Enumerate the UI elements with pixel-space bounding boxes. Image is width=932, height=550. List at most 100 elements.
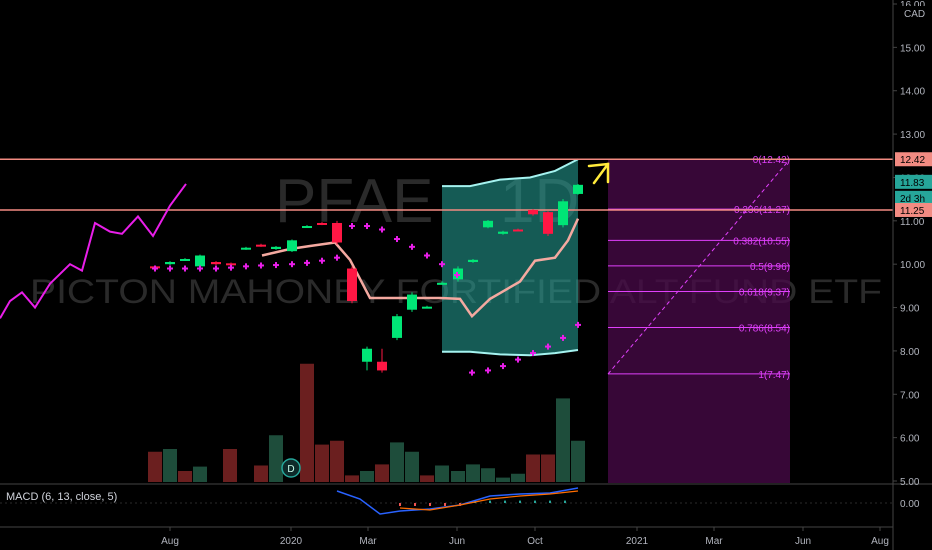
volume-bar xyxy=(556,398,570,482)
candle-body[interactable] xyxy=(317,222,327,225)
volume-bar xyxy=(269,435,283,482)
fib-level-label: 0.786(8.54) xyxy=(739,323,790,334)
projection-box[interactable] xyxy=(442,159,578,356)
sar-point xyxy=(213,265,219,272)
sar-point xyxy=(439,261,445,268)
sar-point xyxy=(152,265,158,272)
sar-point xyxy=(379,226,385,233)
sar-point xyxy=(197,265,203,272)
candle-body[interactable] xyxy=(468,259,478,263)
candle-body[interactable] xyxy=(513,229,523,232)
sar-point xyxy=(243,263,249,270)
volume-bar xyxy=(148,451,162,482)
candle-body[interactable] xyxy=(287,240,297,252)
candle-body[interactable] xyxy=(302,226,312,229)
price-tag-bg xyxy=(895,202,932,217)
volume-bar xyxy=(300,363,314,482)
candle-body[interactable] xyxy=(347,268,357,302)
sar-point xyxy=(545,343,551,350)
yellow-arrow-icon xyxy=(587,162,610,185)
volume-bar xyxy=(511,473,525,482)
candle-body[interactable] xyxy=(437,282,447,285)
price-tag-bg xyxy=(895,190,932,205)
candle-body[interactable] xyxy=(377,361,387,371)
macd-signal-line xyxy=(399,490,579,511)
sar-point xyxy=(319,257,325,264)
sar-point xyxy=(409,243,415,250)
candle-body[interactable] xyxy=(558,201,568,226)
fib-level-label: 0.5(9.96) xyxy=(750,262,790,273)
candle-body[interactable] xyxy=(573,184,583,194)
time-axis-tick: 2020 xyxy=(280,536,303,547)
sar-point xyxy=(454,272,460,279)
time-axis-tick: Mar xyxy=(359,536,377,547)
volume-bar xyxy=(360,471,374,482)
price-tag-bg xyxy=(895,174,932,189)
sar-point xyxy=(304,259,310,266)
fib-zone[interactable] xyxy=(608,159,790,483)
candle-body[interactable] xyxy=(165,262,175,265)
volume-bar xyxy=(315,444,329,482)
candle-body[interactable] xyxy=(256,244,266,247)
fib-level-label: 1(7.47) xyxy=(758,370,790,381)
candle-body[interactable] xyxy=(195,255,205,267)
candle-body[interactable] xyxy=(422,306,432,309)
candle-body[interactable] xyxy=(241,247,251,250)
time-axis-tick: Jun xyxy=(449,536,465,547)
candle-body[interactable] xyxy=(483,220,493,228)
watermark-symbol: PFAE xyxy=(275,167,434,236)
sar-point xyxy=(515,356,521,363)
price-axis-tick: 13.00 xyxy=(900,130,925,141)
volume-bar xyxy=(345,475,359,482)
time-axis-tick: Mar xyxy=(705,536,723,547)
earnings-marker-label: D xyxy=(287,464,294,475)
price-line xyxy=(0,183,187,319)
candle-body[interactable] xyxy=(407,294,417,310)
candle-body[interactable] xyxy=(392,316,402,338)
currency-badge: CAD xyxy=(904,9,925,20)
macd-scale-label: 0.00 xyxy=(900,499,920,510)
price-axis-tick: 16.00 xyxy=(900,0,925,11)
time-axis-tick: Jun xyxy=(795,536,811,547)
volume-bar xyxy=(420,475,434,482)
sar-point xyxy=(424,252,430,259)
volume-bar xyxy=(178,471,192,482)
sar-point xyxy=(273,262,279,269)
sar-point xyxy=(349,223,355,230)
volume-bar xyxy=(254,465,268,482)
volume-bar xyxy=(405,451,419,482)
projection-box-bottom xyxy=(442,349,579,357)
sar-point xyxy=(485,367,491,374)
candle-body[interactable] xyxy=(180,258,190,261)
sar-point xyxy=(289,261,295,268)
macd-label: MACD (6, 13, close, 5) xyxy=(6,491,117,503)
candle-body[interactable] xyxy=(528,209,538,215)
price-axis-tick: 8.00 xyxy=(900,347,920,358)
candle-body[interactable] xyxy=(498,231,508,234)
price-tag-bg xyxy=(895,152,932,167)
volume-bar xyxy=(451,471,465,482)
candle-body[interactable] xyxy=(543,212,553,234)
sar-point xyxy=(228,264,234,271)
price-tag: 11.25 xyxy=(900,206,925,217)
volume-bar xyxy=(526,454,540,482)
volume-bar xyxy=(435,465,449,482)
volume-bar xyxy=(375,464,389,482)
time-axis-tick: 2021 xyxy=(626,536,649,547)
candle-body[interactable] xyxy=(362,348,372,362)
price-axis-tick: 6.00 xyxy=(900,434,920,445)
volume-bar xyxy=(481,468,495,482)
candle-body[interactable] xyxy=(271,246,281,250)
projection-box-top xyxy=(442,158,579,188)
candle-body[interactable] xyxy=(211,262,221,265)
sar-point xyxy=(167,265,173,272)
sar-point xyxy=(258,262,264,269)
candle-body[interactable] xyxy=(332,222,342,243)
fib-level-label: 0.382(10.55) xyxy=(733,236,790,247)
price-axis-tick: 14.00 xyxy=(900,87,925,98)
earnings-marker[interactable]: D xyxy=(281,458,301,478)
candle-body[interactable] xyxy=(226,263,236,266)
moving-average-line xyxy=(261,218,580,319)
fib-level-label: 0.618(9.37) xyxy=(739,288,790,299)
